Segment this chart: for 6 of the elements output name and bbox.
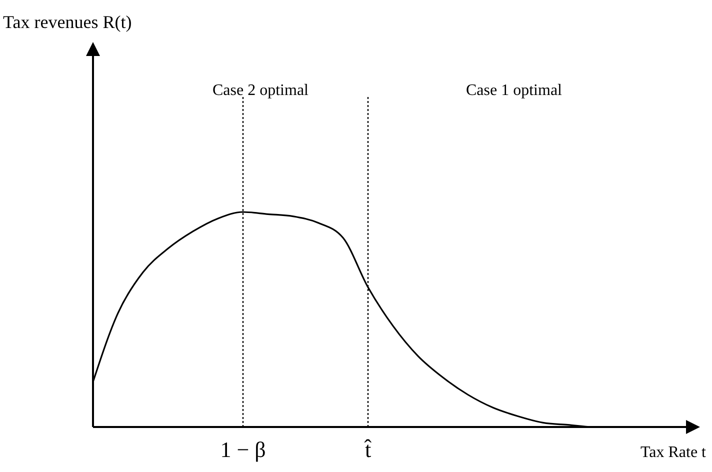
x-axis-title: Tax Rate t <box>640 444 707 461</box>
x-tick-label: t̂ <box>364 437 372 462</box>
text: Tax revenues R(t) <box>3 12 132 32</box>
x-tick-label: 1 − β <box>220 437 266 462</box>
text: Case 2 optimal <box>212 82 310 99</box>
text: Case 1 optimal <box>466 82 563 99</box>
